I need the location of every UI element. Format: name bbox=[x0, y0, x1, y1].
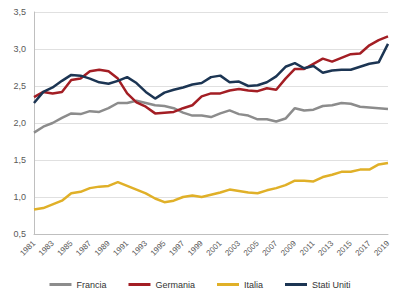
svg-text:2019: 2019 bbox=[372, 238, 391, 257]
svg-text:1989: 1989 bbox=[93, 238, 112, 257]
svg-text:2011: 2011 bbox=[298, 238, 317, 257]
svg-text:1981: 1981 bbox=[18, 238, 37, 257]
svg-text:3,0: 3,0 bbox=[13, 44, 26, 54]
svg-text:2013: 2013 bbox=[316, 238, 335, 257]
svg-text:2009: 2009 bbox=[279, 238, 298, 257]
svg-text:3,5: 3,5 bbox=[13, 7, 26, 17]
svg-text:1983: 1983 bbox=[37, 238, 56, 257]
svg-text:Francia: Francia bbox=[76, 280, 106, 290]
svg-text:1995: 1995 bbox=[149, 238, 168, 257]
svg-text:2015: 2015 bbox=[335, 238, 354, 257]
svg-text:Germania: Germania bbox=[155, 280, 195, 290]
svg-text:1,0: 1,0 bbox=[13, 192, 26, 202]
svg-text:1987: 1987 bbox=[74, 238, 93, 257]
svg-text:Italia: Italia bbox=[244, 280, 263, 290]
svg-text:1993: 1993 bbox=[130, 238, 149, 257]
svg-text:2003: 2003 bbox=[223, 238, 242, 257]
svg-text:1985: 1985 bbox=[56, 238, 75, 257]
svg-text:1,5: 1,5 bbox=[13, 155, 26, 165]
svg-text:2005: 2005 bbox=[242, 238, 261, 257]
svg-text:2017: 2017 bbox=[354, 238, 373, 257]
svg-text:2007: 2007 bbox=[260, 238, 279, 257]
svg-text:1991: 1991 bbox=[111, 238, 130, 257]
svg-text:2001: 2001 bbox=[205, 238, 224, 257]
svg-text:1997: 1997 bbox=[167, 238, 186, 257]
svg-text:0,5: 0,5 bbox=[13, 229, 26, 239]
svg-text:1999: 1999 bbox=[186, 238, 205, 257]
svg-text:Stati Uniti: Stati Uniti bbox=[312, 280, 351, 290]
svg-text:2,5: 2,5 bbox=[13, 81, 26, 91]
svg-text:2,0: 2,0 bbox=[13, 118, 26, 128]
